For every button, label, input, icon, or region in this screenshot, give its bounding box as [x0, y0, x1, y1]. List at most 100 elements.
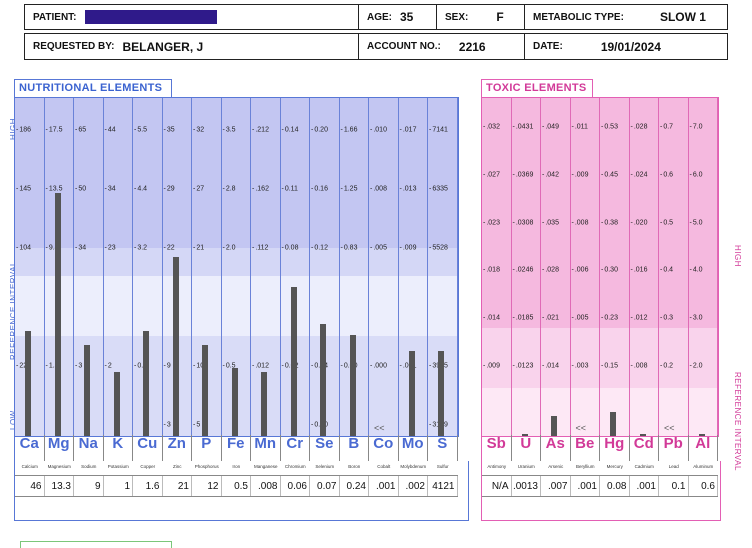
tick-label: .008: [572, 220, 589, 227]
tick-label: .005: [572, 315, 589, 322]
nutritional-symbols-row: Ca Mg Na K Cu Zn P Fe Mn Cr Se B Co Mo S: [14, 435, 458, 461]
level-bar-al: [698, 434, 705, 436]
tick-label: 22: [164, 245, 175, 252]
tick-label: 0.3: [660, 315, 673, 322]
tick-label: 7141: [429, 127, 448, 134]
tick-label: 0.4: [660, 267, 673, 274]
element-name: Molybdenum: [400, 464, 427, 469]
tick-label: 6335: [429, 186, 448, 193]
tick-label: .0308: [513, 220, 534, 227]
element-column-zn: 35 29 22 9 3: [162, 98, 192, 436]
metabolic-cell: METABOLIC TYPE: SLOW 1: [525, 5, 727, 29]
element-value: 9: [74, 476, 104, 496]
tick-label: 17.5: [46, 127, 63, 134]
element-name: Sulfur: [436, 464, 449, 469]
band: [133, 248, 162, 276]
element-value: 13.3: [45, 476, 74, 496]
tick-label: .018: [483, 267, 500, 274]
element-symbol: Mg: [45, 435, 74, 461]
band: [251, 98, 280, 248]
element-symbol: B: [340, 435, 369, 461]
element-name: Chromium: [284, 464, 306, 469]
element-symbol: P: [192, 435, 222, 461]
element-value: 0.6: [689, 476, 718, 496]
band: [688, 98, 717, 328]
tick-label: .049: [542, 124, 559, 131]
element-name: Iron: [232, 464, 241, 469]
element-symbol: Na: [74, 435, 104, 461]
element-symbol: K: [104, 435, 133, 461]
nutritional-chart: 1861451042217.513.59.41.3655034344342325…: [14, 97, 459, 437]
tick-label: .014: [542, 363, 559, 370]
element-symbol: Fe: [222, 435, 251, 461]
band: [15, 276, 44, 336]
element-symbol: Ca: [15, 435, 45, 461]
tick-label: .212: [252, 127, 269, 134]
band: [688, 328, 717, 388]
patient-info-row: PATIENT: AGE: 35 SEX: F METABOLIC TYPE: …: [24, 4, 728, 30]
level-bar-se: [320, 324, 326, 436]
tick-label: .017: [400, 127, 417, 134]
band: [428, 248, 457, 276]
requested-label: REQUESTED BY:: [33, 41, 115, 52]
element-value: .002: [399, 476, 428, 496]
nutritional-values-row: 46 13.3 9 1 1.6 21 12 0.5.008 0.06 0.07 0.24.001.0…: [15, 475, 458, 497]
sex-value: F: [496, 10, 504, 24]
tick-label: 0.38: [601, 220, 618, 227]
tick-label: 0.5: [660, 220, 673, 227]
tick-label: 145: [16, 186, 31, 193]
tick-label: .024: [631, 172, 648, 179]
tick-label: .0431: [513, 124, 534, 131]
tick-label: 6.0: [690, 172, 703, 179]
band: [511, 98, 540, 328]
requested-value: BELANGER, J: [122, 39, 204, 54]
age-value: 35: [400, 10, 414, 24]
toxic-high-label: HIGH: [733, 245, 742, 267]
date-label: DATE:: [533, 41, 563, 52]
band: [103, 248, 132, 276]
element-value: 0.5: [222, 476, 251, 496]
tick-label: 0.53: [601, 124, 618, 131]
band: [428, 276, 457, 336]
tick-label: .000: [370, 363, 387, 370]
band: [74, 276, 103, 336]
patient-name-redacted: [84, 10, 217, 24]
tick-label: 0.08: [282, 245, 299, 252]
level-bar-cd: [639, 434, 646, 436]
element-column-na: 65 50 34 3: [74, 98, 104, 436]
element-column-s: 71416335552839153109: [428, 98, 458, 436]
tick-label: 13.5: [46, 186, 63, 193]
element-column-u: .0431 .0369 .0308 .0246 .0185 .0123: [511, 98, 541, 436]
tick-label: 104: [16, 245, 31, 252]
tick-label: 3: [75, 363, 82, 370]
tick-label: 3.2: [134, 245, 147, 252]
tick-label: .027: [483, 172, 500, 179]
tick-label: 0.16: [311, 186, 328, 193]
tick-label: 10: [193, 363, 204, 370]
tick-label: .009: [572, 172, 589, 179]
band: [162, 98, 191, 248]
band: [192, 248, 221, 276]
element-symbol: S: [428, 435, 458, 461]
band: [659, 98, 688, 328]
patient-cell: PATIENT:: [25, 5, 359, 29]
band: [541, 98, 570, 328]
level-bar-mn: [261, 372, 267, 436]
element-value: 1: [104, 476, 133, 496]
tick-label: 34: [75, 245, 86, 252]
element-symbol: Be: [571, 435, 600, 461]
element-name: Sodium: [81, 464, 97, 469]
band: [428, 98, 457, 248]
element-column-mn: .212 .162 .112 .012: [251, 98, 281, 436]
tick-label: .028: [631, 124, 648, 131]
request-info-row: REQUESTED BY: BELANGER, J ACCOUNT NO.: 2…: [24, 33, 728, 60]
element-column-hg: 0.53 0.45 0.38 0.30 0.23 0.15: [600, 98, 630, 436]
band: [398, 98, 427, 248]
band: [398, 248, 427, 276]
element-value: .007: [541, 476, 571, 496]
tick-label: 0.14: [282, 127, 299, 134]
band: [482, 328, 511, 388]
level-bar-b: [349, 335, 356, 436]
element-name: Arsenic: [548, 464, 564, 469]
tick-label: 5.0: [690, 220, 703, 227]
